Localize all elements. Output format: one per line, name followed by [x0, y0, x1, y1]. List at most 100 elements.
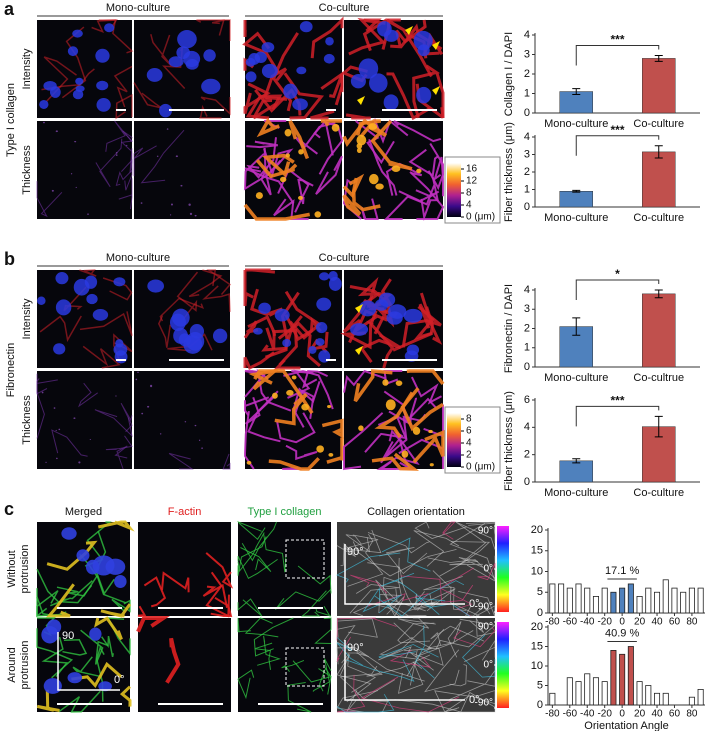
hue-label: -90° [475, 602, 493, 613]
hue-label: 90° [478, 526, 493, 537]
colorbar-label: 16 [466, 164, 478, 175]
fiber [176, 271, 199, 321]
fiber [458, 689, 496, 713]
fiber [157, 315, 172, 348]
fiber [353, 369, 393, 403]
cell [96, 80, 109, 91]
fiber [243, 351, 276, 371]
fiber [493, 527, 496, 543]
histogram-bar [645, 587, 652, 614]
significance-bracket [575, 135, 660, 156]
y-tick-label: 0 [524, 361, 530, 373]
fiber [362, 587, 402, 614]
fiber [115, 170, 133, 187]
fiber [397, 622, 435, 644]
fiber [62, 639, 88, 656]
histogram-bar [636, 596, 643, 614]
fiber [351, 177, 381, 212]
cell [308, 345, 317, 354]
fiber [376, 439, 420, 470]
y-tick-label: 15 [531, 545, 543, 557]
roi-box [285, 539, 325, 579]
fiber [243, 203, 311, 221]
cell [189, 212, 193, 216]
cell [212, 328, 228, 344]
panel-letter: b [4, 249, 15, 269]
fiber [97, 520, 135, 532]
fiber [36, 568, 93, 604]
histogram-bar [601, 681, 608, 706]
fiber [408, 148, 439, 177]
fiber [78, 382, 98, 408]
fiber [273, 198, 309, 220]
fiber [283, 369, 334, 410]
cell [328, 270, 338, 281]
row-label: protrusion [19, 641, 31, 690]
micrograph [134, 121, 230, 219]
histogram-bar [592, 596, 599, 614]
fiber [414, 521, 467, 539]
cell [147, 405, 150, 408]
cell [55, 130, 58, 133]
arrowhead [357, 96, 365, 105]
fiber [275, 588, 332, 610]
fiber [114, 445, 128, 470]
row-label: Thickness [21, 145, 33, 195]
cell [369, 73, 388, 93]
fiber [196, 19, 225, 36]
cell [315, 338, 325, 346]
y-tick-label: 15 [531, 640, 543, 652]
y-tick-label: 4 [524, 421, 530, 433]
fiber [397, 661, 424, 694]
fiber [360, 676, 460, 713]
fiber [261, 153, 295, 178]
cell [67, 672, 83, 684]
cell [170, 203, 174, 206]
cell [284, 129, 292, 137]
histogram-bar [592, 677, 599, 706]
cell [166, 128, 169, 130]
fiber [301, 369, 329, 389]
x-tick-label: 60 [669, 709, 681, 720]
cell [416, 86, 432, 104]
cell [42, 121, 45, 124]
fiber [200, 96, 231, 116]
fiber [398, 189, 440, 203]
cell [58, 428, 61, 431]
fiber [246, 137, 277, 179]
x-tick-label: Co-cultrue [633, 372, 684, 384]
fiber [72, 656, 100, 678]
cell [43, 678, 62, 694]
fiber [95, 138, 123, 188]
y-tick-label: 20 [531, 621, 543, 633]
fiber [380, 572, 440, 615]
fiber [245, 268, 276, 274]
x-tick-label: Mono-culture [544, 118, 608, 130]
cell [358, 58, 379, 79]
fiber [121, 158, 133, 191]
cell [95, 48, 110, 63]
cell [194, 214, 197, 217]
fiber [244, 396, 270, 417]
fiber [256, 118, 280, 138]
y-axis-label: Fiber thickness (μm) [503, 122, 515, 222]
cell [298, 149, 304, 155]
histogram-bar [627, 646, 634, 706]
cell [176, 46, 191, 59]
fiber [433, 156, 444, 197]
fiber [415, 588, 456, 612]
colorbar-label: 0 (μm) [466, 212, 495, 223]
cell [280, 176, 287, 183]
fiber [161, 571, 190, 593]
y-tick-label: 0 [524, 476, 530, 488]
significance: *** [610, 123, 624, 137]
fiber [449, 523, 496, 582]
fiber [409, 171, 445, 220]
fiber [336, 647, 425, 682]
cell [198, 439, 201, 442]
x-tick-label: -40 [580, 617, 595, 628]
y-tick-label: 3 [524, 303, 530, 315]
error-bar [654, 145, 663, 159]
arrowhead [355, 346, 363, 355]
error-bar [654, 289, 663, 299]
